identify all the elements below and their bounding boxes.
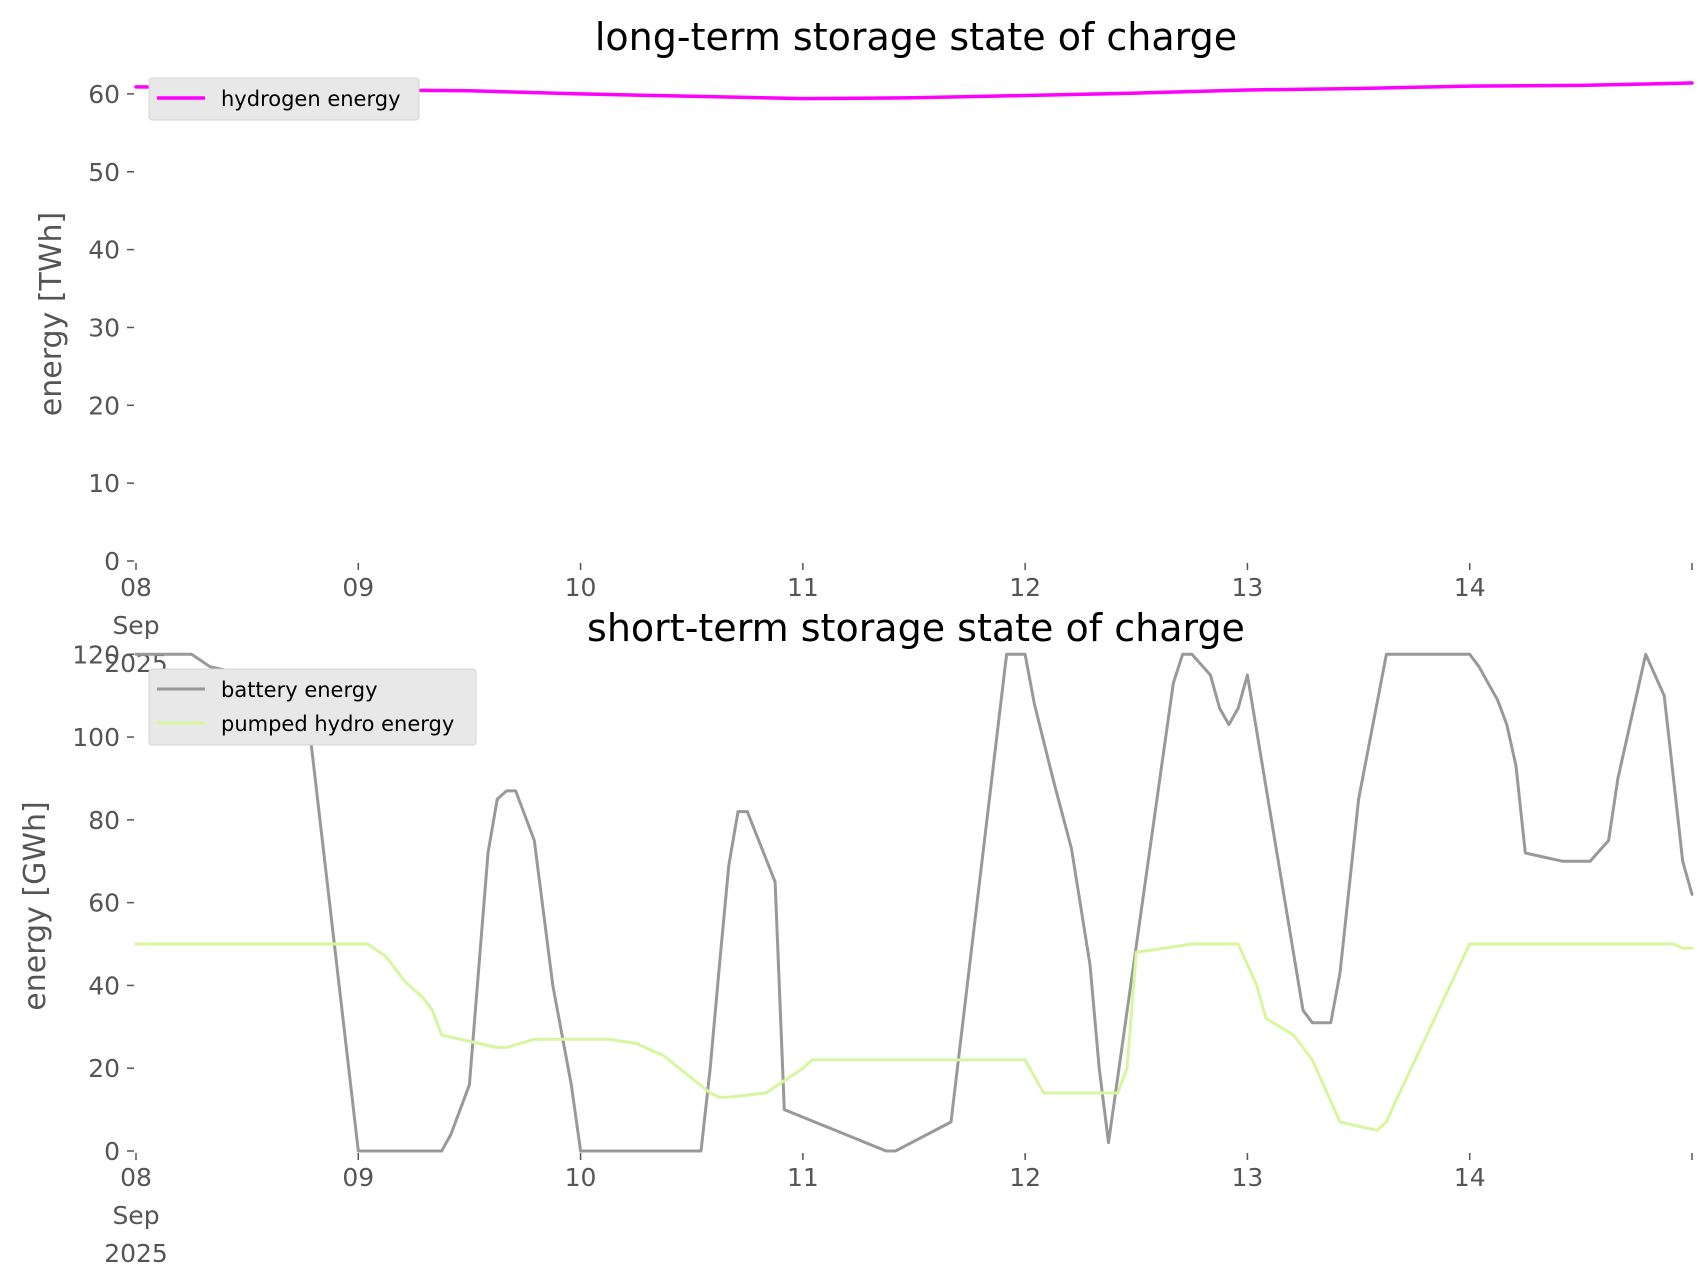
- x-tick-label: 11: [787, 573, 819, 602]
- y-tick-label: 40: [88, 971, 120, 1000]
- legend-box: [148, 77, 420, 121]
- plot-area: 0 20 40 60 80 100 120 08 Sep 2025 09 10 11 12 13 14: [72, 640, 1694, 1268]
- y-tick-label: 60: [88, 80, 120, 109]
- series-line-battery-energy: [134, 652, 1694, 1153]
- legend-label: battery energy: [221, 678, 378, 702]
- chart-title: short-term storage state of charge: [587, 606, 1245, 650]
- x-tick-label: 11: [787, 1163, 819, 1192]
- series-line-pumped-hydro-energy: [134, 942, 1694, 1132]
- y-tick-label: 0: [104, 547, 120, 576]
- x-tick-label: 12: [1009, 1163, 1041, 1192]
- legend-label: hydrogen energy: [221, 87, 401, 111]
- x-tick-label: 13: [1232, 1163, 1264, 1192]
- y-tick-label: 20: [88, 391, 120, 420]
- x-tick-label: 12: [1009, 573, 1041, 602]
- legend: battery energy pumped hydro energy: [148, 668, 477, 746]
- y-tick-label: 0: [104, 1137, 120, 1166]
- legend-label: pumped hydro energy: [221, 712, 454, 736]
- x-tick-label: 10: [565, 1163, 597, 1192]
- x-tick-label: 09: [342, 573, 374, 602]
- chart-title: long-term storage state of charge: [595, 15, 1237, 59]
- x-tick-label: 14: [1454, 1163, 1486, 1192]
- y-tick-label: 20: [88, 1054, 120, 1083]
- y-tick-label: 60: [88, 889, 120, 918]
- y-tick-label: 40: [88, 236, 120, 265]
- y-tick-label: 100: [72, 723, 120, 752]
- legend-box: [148, 668, 477, 746]
- plot-area: 0 10 20 30 40 50 60 08 Sep 2025 09 10 11 12 13 14: [88, 80, 1694, 678]
- x-tick-label: 10: [565, 573, 597, 602]
- x-tick-label: 13: [1232, 573, 1264, 602]
- y-axis-label: energy [GWh]: [18, 801, 53, 1010]
- x-tick-label: 08 Sep 2025: [104, 573, 168, 678]
- y-tick-label: 50: [88, 158, 120, 187]
- y-tick-label: 30: [88, 313, 120, 342]
- short-term-storage-chart: short-term storage state of charge energ…: [18, 606, 1694, 1268]
- x-tick-label: 14: [1454, 573, 1486, 602]
- y-tick-label: 120: [72, 640, 120, 669]
- legend: hydrogen energy: [148, 77, 420, 121]
- long-term-storage-chart: long-term storage state of charge energy…: [34, 15, 1694, 678]
- x-tick-label: 08 Sep 2025: [104, 1163, 168, 1268]
- y-axis-label: energy [TWh]: [34, 212, 69, 416]
- x-tick-label: 09: [342, 1163, 374, 1192]
- y-tick-label: 80: [88, 806, 120, 835]
- y-tick-label: 10: [88, 469, 120, 498]
